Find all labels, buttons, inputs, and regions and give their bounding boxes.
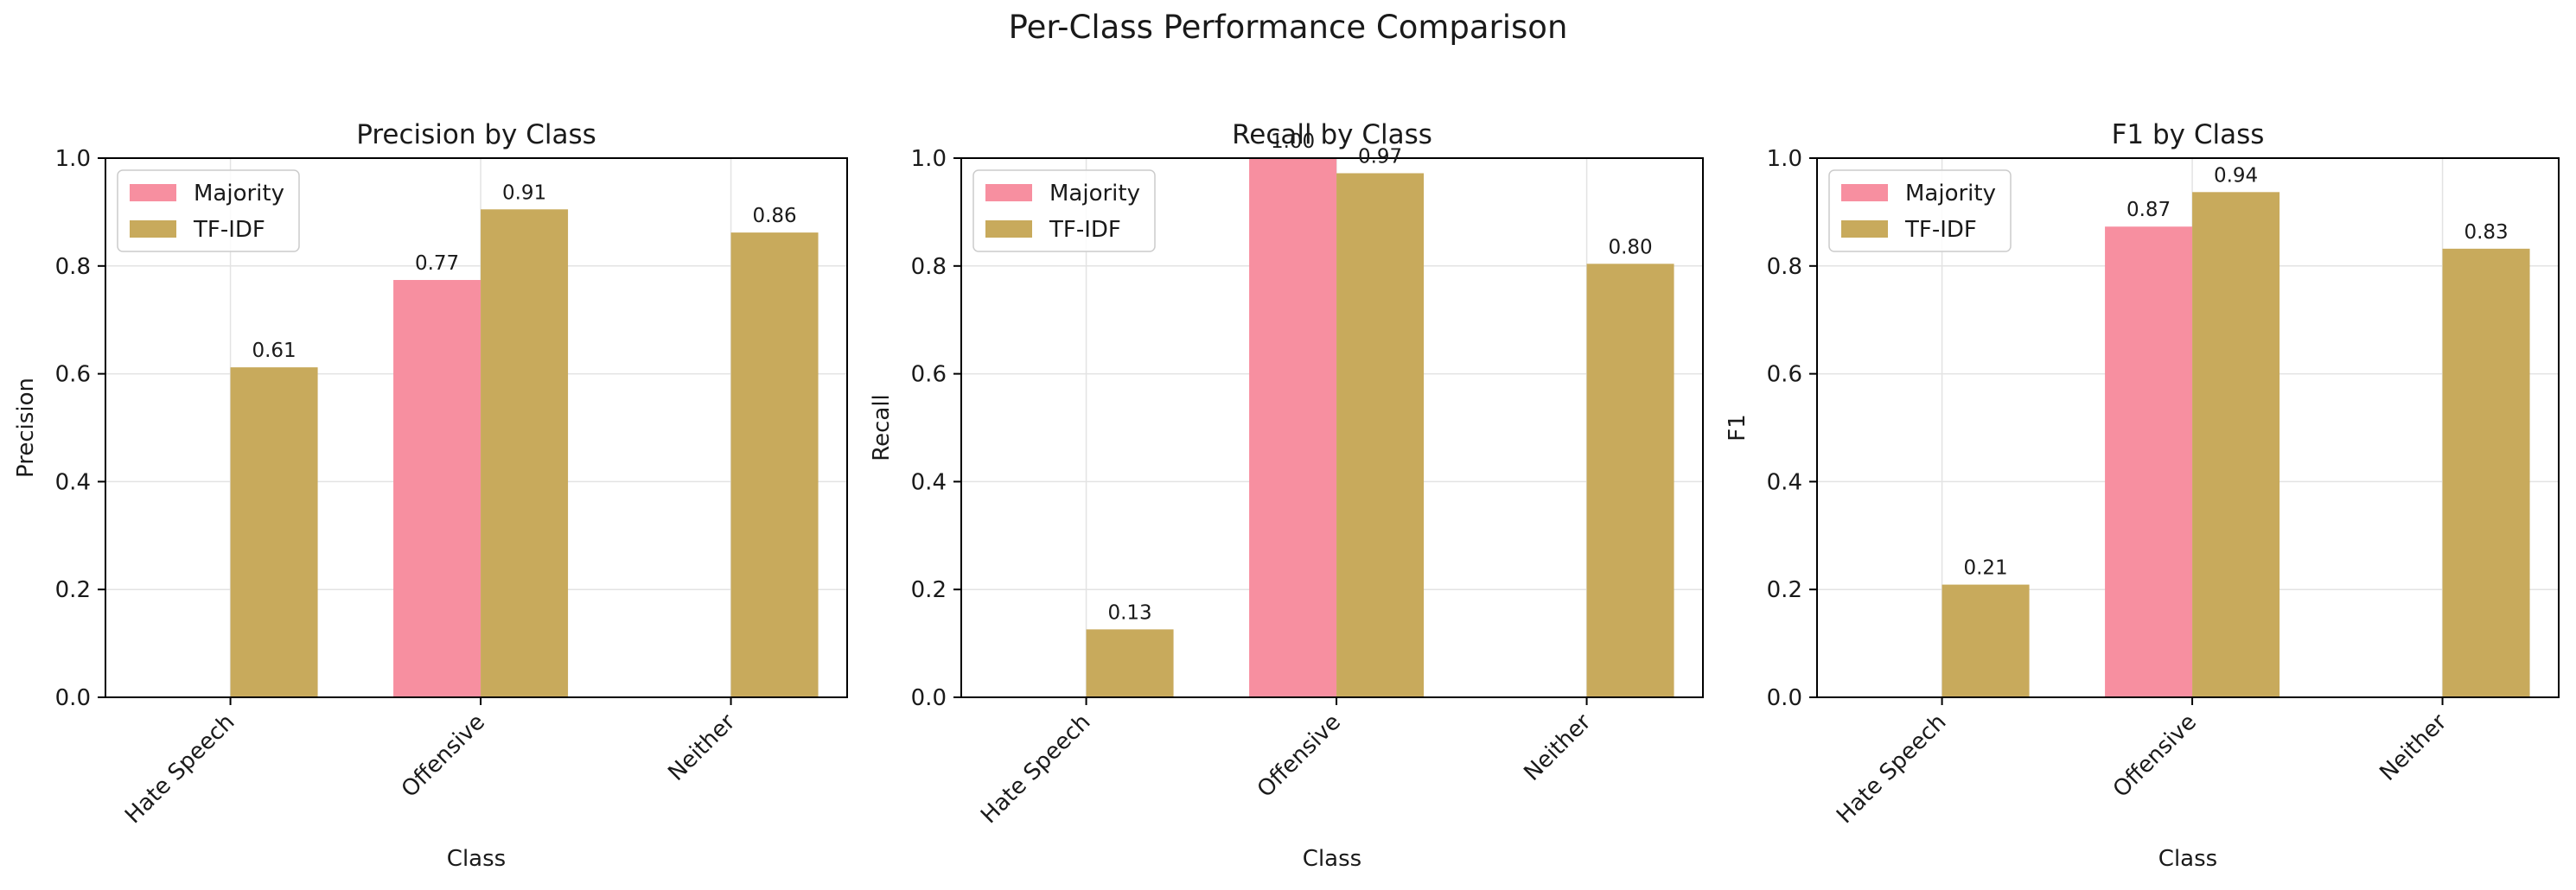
x-tick-label: Hate Speech bbox=[120, 709, 239, 829]
legend: Majority TF-IDF bbox=[1828, 169, 2012, 252]
y-tick-label: 0.2 bbox=[1767, 577, 1802, 603]
y-tick-label: 1.0 bbox=[55, 146, 91, 172]
bar-tfidf-neither bbox=[1586, 264, 1674, 697]
legend-label: Majority bbox=[194, 181, 284, 207]
y-tick-label: 0.8 bbox=[911, 254, 947, 280]
axes-frame bbox=[105, 157, 848, 698]
y-tick-label: 0.4 bbox=[911, 469, 947, 495]
chart-panel-1: 0.0 0.2 0.4 0.6 0.8 1.0 Hate Speech Offensive Ne… bbox=[13, 119, 848, 872]
x-axis-label: Class bbox=[1303, 846, 1361, 872]
data-label: 0.13 bbox=[1107, 601, 1151, 624]
bar-tfidf-neither bbox=[2442, 248, 2530, 697]
legend-label: Majority bbox=[1049, 181, 1140, 207]
bar-majority-offensive bbox=[393, 280, 481, 697]
legend-swatch bbox=[130, 220, 176, 238]
x-tick-label: Offensive bbox=[1253, 709, 1346, 803]
subplot-title: F1 by Class bbox=[2112, 119, 2265, 150]
chart-panel-3: 0.0 0.2 0.4 0.6 0.8 1.0 Hate Speech Offensive Ne… bbox=[1725, 119, 2560, 872]
x-tick-label: Hate Speech bbox=[976, 709, 1095, 829]
bar-tfidf-offensive bbox=[1336, 173, 1425, 698]
bar-tfidf-offensive bbox=[481, 209, 569, 697]
y-axis-label: F1 bbox=[1725, 414, 1750, 442]
legend-label: Majority bbox=[1905, 181, 1996, 207]
data-label: 0.86 bbox=[752, 205, 796, 227]
y-tick-label: 0.2 bbox=[55, 577, 91, 603]
y-tick-label: 0.8 bbox=[1767, 254, 1802, 280]
legend-swatch bbox=[130, 184, 176, 201]
x-tick-label: Hate Speech bbox=[1832, 709, 1951, 829]
bar-tfidf-hate-speech bbox=[1942, 584, 2030, 697]
subplot-title: Precision by Class bbox=[356, 119, 596, 150]
y-tick-label: 0.2 bbox=[911, 577, 947, 603]
y-tick-label: 0.4 bbox=[1767, 469, 1802, 495]
y-axis-label: Precision bbox=[13, 378, 39, 478]
x-tick-label: Neither bbox=[2375, 709, 2452, 786]
bar-tfidf-neither bbox=[730, 232, 819, 697]
y-tick-label: 1.0 bbox=[1767, 146, 1802, 172]
data-label: 0.87 bbox=[2126, 199, 2171, 221]
data-label: 0.97 bbox=[1358, 145, 1402, 168]
legend: Majority TF-IDF bbox=[117, 169, 300, 252]
axes-frame bbox=[960, 157, 1704, 698]
legend-label: TF-IDF bbox=[1049, 217, 1121, 243]
data-label: 0.83 bbox=[2464, 221, 2508, 244]
y-axis-label: Recall bbox=[869, 394, 895, 461]
data-label: 0.94 bbox=[2214, 164, 2258, 187]
legend-swatch bbox=[1841, 184, 1888, 201]
bar-tfidf-hate-speech bbox=[1086, 629, 1174, 697]
y-tick-label: 0.0 bbox=[1767, 685, 1802, 711]
y-tick-label: 0.8 bbox=[55, 254, 91, 280]
data-label: 0.91 bbox=[502, 181, 546, 204]
x-axis-label: Class bbox=[447, 846, 506, 872]
legend-swatch bbox=[1841, 220, 1888, 238]
axes-frame bbox=[1816, 157, 2560, 698]
bar-tfidf-offensive bbox=[2192, 192, 2280, 697]
data-label: 0.21 bbox=[1963, 557, 2007, 580]
x-tick-label: Neither bbox=[663, 709, 740, 786]
data-label: 1.00 bbox=[1271, 130, 1315, 153]
x-tick-label: Neither bbox=[1519, 709, 1596, 786]
legend-label: TF-IDF bbox=[1904, 217, 1977, 243]
x-axis-label: Class bbox=[2158, 846, 2217, 872]
figure-title: Per-Class Performance Comparison bbox=[1008, 9, 1568, 46]
legend-swatch bbox=[985, 184, 1032, 201]
y-tick-label: 0.6 bbox=[911, 362, 947, 388]
chart-panel-2: 0.0 0.2 0.4 0.6 0.8 1.0 Hate Speech Offensive Ne… bbox=[869, 119, 1704, 872]
bar-majority-offensive bbox=[1249, 158, 1337, 697]
y-tick-label: 0.6 bbox=[1767, 362, 1802, 388]
y-tick-label: 0.4 bbox=[55, 469, 91, 495]
bar-tfidf-hate-speech bbox=[230, 367, 318, 697]
y-tick-label: 0.0 bbox=[55, 685, 91, 711]
x-tick-label: Offensive bbox=[397, 709, 490, 803]
legend: Majority TF-IDF bbox=[972, 169, 1156, 252]
bar-majority-offensive bbox=[2105, 226, 2193, 697]
data-label: 0.77 bbox=[415, 252, 459, 275]
y-tick-label: 1.0 bbox=[911, 146, 947, 172]
data-label: 0.80 bbox=[1608, 236, 1652, 258]
legend-swatch bbox=[985, 220, 1032, 238]
y-tick-label: 0.6 bbox=[55, 362, 91, 388]
data-label: 0.61 bbox=[252, 340, 296, 362]
legend-label: TF-IDF bbox=[193, 217, 265, 243]
y-tick-label: 0.0 bbox=[911, 685, 947, 711]
x-tick-label: Offensive bbox=[2108, 709, 2202, 803]
subplot-title: Recall by Class bbox=[1232, 119, 1432, 150]
